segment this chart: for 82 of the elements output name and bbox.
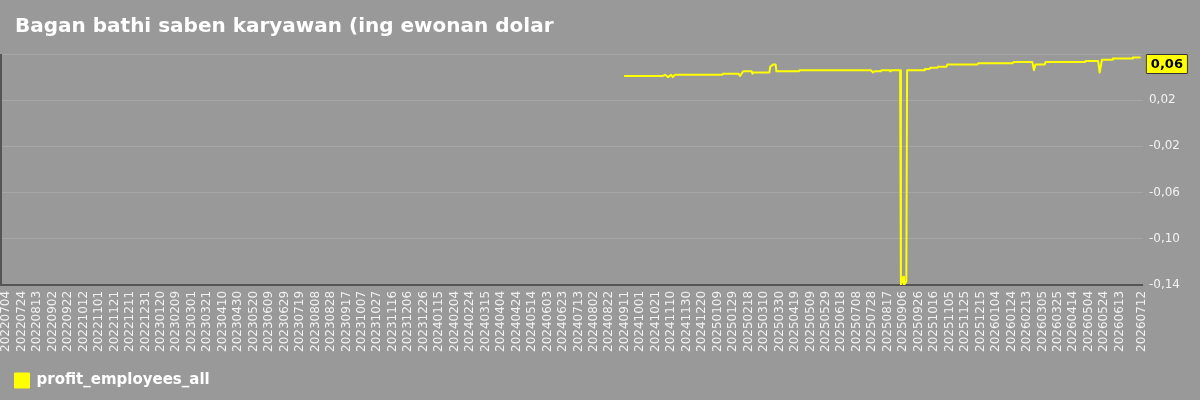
x-tick-label: 20220724: [13, 290, 28, 352]
x-tick-label: 20230609: [261, 290, 276, 352]
data-label: 0,06: [1150, 56, 1183, 72]
x-tick-label: 20250310: [756, 290, 771, 352]
x-tick-label: 20250708: [848, 290, 863, 352]
legend-label: profit_employees_all: [36, 370, 210, 389]
x-tick-label: 20260124: [1003, 290, 1018, 352]
x-tick-label: 20230120: [152, 290, 167, 352]
x-tick-label: 20250509: [802, 290, 817, 352]
x-tick-label: 20231027: [369, 290, 384, 352]
x-tick-label: 20250218: [740, 290, 755, 352]
x-tick-label: 20260325: [1050, 290, 1065, 352]
x-tick-label: 20230629: [276, 290, 291, 352]
y-tick-label: -0,10: [1148, 230, 1181, 245]
x-tick-label: 20241001: [632, 290, 647, 352]
x-tick-label: 20240315: [477, 290, 492, 352]
x-tick-label: 20230917: [338, 290, 353, 352]
x-tick-label: 20260414: [1065, 290, 1080, 352]
x-tick-label: 20251016: [926, 290, 941, 352]
x-tick-label: 20230410: [214, 290, 229, 352]
x-tick-label: 20240224: [462, 290, 477, 352]
x-tick-label: 20230209: [168, 290, 183, 352]
y-tick-label: -0,14: [1148, 277, 1181, 292]
x-tick-label: 20240822: [601, 290, 616, 352]
x-tick-label: 20260104: [988, 290, 1003, 352]
x-tick-label: 20250419: [787, 290, 802, 352]
x-tick-label: 20240514: [524, 290, 539, 352]
x-tick-label: 20230808: [307, 290, 322, 352]
x-tick-label: 20260613: [1111, 290, 1126, 352]
x-tick-label: 20260524: [1096, 290, 1111, 352]
x-tick-label: 20241220: [694, 290, 709, 352]
x-tick-label: 20221121: [106, 290, 121, 352]
x-tick-label: 20231226: [415, 290, 430, 352]
x-tick-label: 20241110: [663, 290, 678, 352]
x-tick-label: 20231206: [400, 290, 415, 352]
x-tick-label: 20250129: [725, 290, 740, 352]
x-tick-label: 20260712: [1134, 290, 1149, 352]
x-tick-label: 20230719: [292, 290, 307, 352]
chart-title: Bagan bathi saben karyawan (ing ewonan dolar: [15, 12, 554, 38]
x-tick-label: 20221101: [91, 290, 106, 352]
x-tick-label: 20230430: [230, 290, 245, 352]
x-tick-label: 20240424: [508, 290, 523, 352]
x-tick-label: 20220813: [29, 290, 44, 352]
x-tick-label: 20231007: [354, 290, 369, 352]
x-tick-label: 20240713: [570, 290, 585, 352]
y-tick-label: -0,02: [1148, 138, 1181, 153]
x-tick-label: 20250618: [833, 290, 848, 352]
x-tick-label: 20231116: [384, 290, 399, 352]
x-tick-label: 20260305: [1034, 290, 1049, 352]
x-tick-label: 20230520: [245, 290, 260, 352]
x-tick-label: 20240603: [539, 290, 554, 352]
x-tick-label: 20240911: [616, 290, 631, 352]
x-tick-label: 20221012: [75, 290, 90, 352]
x-tick-label: 20260213: [1019, 290, 1034, 352]
x-tick-label: 20260504: [1080, 290, 1095, 352]
x-tick-label: 20220902: [44, 290, 59, 352]
x-tick-label: 20221231: [137, 290, 152, 352]
y-tick-label: 0,02: [1148, 92, 1176, 107]
x-tick-label: 20250529: [818, 290, 833, 352]
x-tick-label: 20230321: [199, 290, 214, 352]
x-tick-label: 20241130: [678, 290, 693, 352]
y-tick-label: -0,06: [1148, 184, 1181, 199]
x-tick-label: 20221211: [122, 290, 137, 352]
x-tick-label: 20240623: [555, 290, 570, 352]
x-tick-label: 20240204: [446, 290, 461, 352]
x-tick-label: 20251125: [957, 290, 972, 352]
x-tick-label: 20250926: [910, 290, 925, 352]
x-tick-label: 20240404: [493, 290, 508, 352]
x-tick-label: 20250817: [879, 290, 894, 352]
x-tick-label: 20220704: [0, 290, 13, 352]
x-tick-label: 20240115: [431, 290, 446, 352]
x-tick-label: 20240802: [586, 290, 601, 352]
x-tick-label: 20251215: [972, 290, 987, 352]
x-tick-label: 20230301: [183, 290, 198, 352]
x-tick-label: 20250109: [709, 290, 724, 352]
x-tick-label: 20250728: [864, 290, 879, 352]
x-tick-label: 20251105: [941, 290, 956, 352]
x-tick-label: 20250906: [895, 290, 910, 352]
x-tick-label: 20230828: [323, 290, 338, 352]
x-tick-label: 20241021: [647, 290, 662, 352]
x-tick-label: 20220922: [60, 290, 75, 352]
x-tick-label: 20250330: [771, 290, 786, 352]
